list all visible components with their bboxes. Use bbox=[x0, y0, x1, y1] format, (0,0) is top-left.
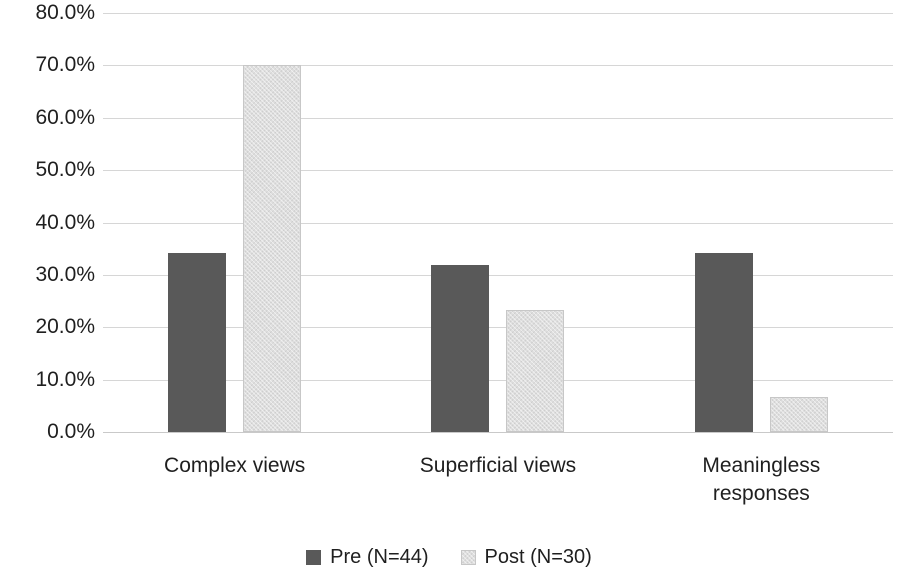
y-tick-label: 50.0% bbox=[35, 158, 95, 182]
x-axis-category-labels: Complex views Superficial views Meaningles… bbox=[103, 452, 893, 507]
bar-groups bbox=[103, 13, 893, 432]
legend: Pre (N=44) Post (N=30) bbox=[0, 546, 898, 569]
gridline bbox=[103, 327, 893, 329]
plot-area bbox=[103, 13, 893, 433]
y-tick-label: 60.0% bbox=[35, 105, 95, 129]
y-tick-label: 20.0% bbox=[35, 315, 95, 339]
legend-item-pre: Pre (N=44) bbox=[306, 546, 429, 569]
gridline bbox=[103, 379, 893, 381]
gridline bbox=[103, 432, 893, 433]
y-axis-tick-labels: 80.0% 70.0% 60.0% 50.0% 40.0% 30.0% 20.0% 10.0%… bbox=[0, 1, 95, 443]
legend-swatch-icon bbox=[460, 550, 476, 565]
bar-group bbox=[103, 13, 366, 432]
gridline bbox=[103, 222, 893, 224]
legend-label: Post (N=30) bbox=[484, 546, 592, 568]
bar-pre bbox=[168, 253, 227, 432]
y-tick-label: 70.0% bbox=[35, 53, 95, 77]
gridline bbox=[103, 170, 893, 172]
bar-pre bbox=[694, 253, 753, 432]
gridline bbox=[103, 13, 893, 14]
y-tick-label: 80.0% bbox=[35, 1, 95, 24]
category-label-cell: Meaningless responses bbox=[630, 452, 893, 507]
bar-post bbox=[243, 65, 302, 432]
category-label-cell: Complex views bbox=[103, 452, 366, 507]
category-label: Meaningless responses bbox=[702, 454, 821, 505]
gridline bbox=[103, 117, 893, 119]
bar-pre bbox=[431, 265, 490, 432]
legend-swatch-icon bbox=[306, 550, 322, 565]
bar-group bbox=[366, 13, 629, 432]
gridline bbox=[103, 274, 893, 276]
y-tick-label: 10.0% bbox=[35, 367, 95, 391]
bar-post bbox=[506, 309, 565, 432]
category-label: Complex views bbox=[164, 454, 306, 477]
legend-item-post: Post (N=30) bbox=[460, 546, 592, 569]
category-label: Superficial views bbox=[419, 454, 577, 477]
category-label-cell: Superficial views bbox=[366, 452, 629, 507]
gridline bbox=[103, 65, 893, 67]
legend-label: Pre (N=44) bbox=[330, 546, 429, 568]
y-tick-label: 40.0% bbox=[35, 210, 95, 234]
bar-post bbox=[769, 396, 828, 432]
y-tick-label: 30.0% bbox=[35, 262, 95, 286]
y-tick-label: 0.0% bbox=[47, 420, 95, 443]
bar-group bbox=[630, 13, 893, 432]
